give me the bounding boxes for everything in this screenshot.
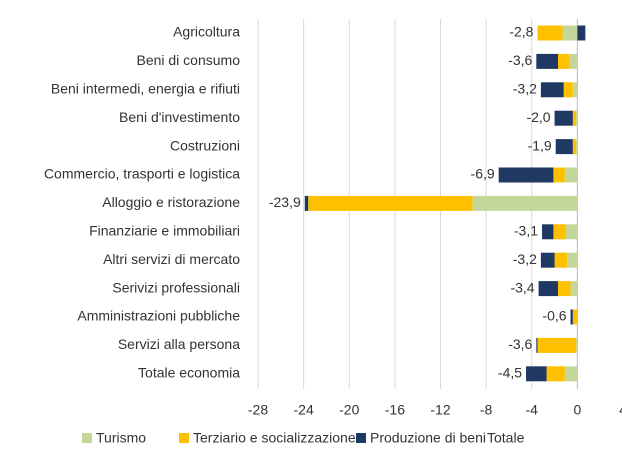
legend-swatch [82,433,92,443]
category-label: Beni di consumo [136,52,240,68]
total-label: -3,6 [508,336,532,352]
bar-segment [304,195,309,211]
bar-segment [563,82,573,98]
bar-segment [557,281,571,297]
x-tick-label: -4 [526,402,539,418]
bar-segment [553,167,565,183]
total-label: -2,0 [526,109,550,125]
category-label: Finanziarie e immobiliari [89,223,240,239]
category-label: Beni intermedi, energia e rifiuti [51,81,240,97]
bar-segment [536,53,558,69]
bar-segment [542,224,554,240]
category-label: Alloggio e ristorazione [102,194,240,210]
category-label: Serivizi professionali [112,279,240,295]
x-tick-label: -16 [385,402,405,418]
bar-segment [557,53,570,69]
bar-segment [572,139,577,155]
bar-segment [537,25,563,41]
bar-segment [555,139,573,155]
bar-segment [569,53,578,69]
category-label: Beni d'investimento [119,109,240,125]
bar-segment [554,252,568,268]
total-label: -2,8 [509,24,533,40]
bar-segment [554,110,573,126]
legend-swatch [356,433,366,443]
x-tick-label: -8 [480,402,493,418]
total-label: -3,2 [513,251,537,267]
total-label: -3,2 [513,81,537,97]
total-label: -4,5 [498,365,522,381]
bar-segment [540,82,564,98]
bar-segment [562,25,578,41]
bar-segment [572,110,577,126]
bar-segment [567,252,578,268]
category-label: Altri servizi di mercato [103,251,240,267]
bar-segment [526,366,547,382]
total-label: -0,6 [542,308,566,324]
bar-segment [540,252,555,268]
total-label: -1,9 [528,137,552,153]
x-tick-label: 0 [573,402,581,418]
bar-segment [498,167,554,183]
total-label: -6,9 [471,166,495,182]
x-tick-label: -24 [294,402,314,418]
legend-swatch [179,433,189,443]
total-label: -3,4 [510,279,534,295]
bar-segment [536,337,538,353]
bar-segment [576,337,578,353]
bar-segment [546,366,565,382]
bar-segment [576,110,578,126]
bar-segment [570,309,573,325]
x-tick-label: -28 [248,402,268,418]
total-label: -23,9 [269,194,301,210]
total-label: -3,1 [514,223,538,239]
bar-segment [537,337,577,353]
bar-segment [572,82,578,98]
category-label: Agricoltura [173,24,240,40]
category-label: Amministrazioni pubbliche [77,308,240,324]
bar-segment [564,167,578,183]
bar-segment [577,25,586,41]
x-tick-label: -12 [430,402,450,418]
category-label: Commercio, trasporti e logistica [44,166,240,182]
bar-segment [576,139,578,155]
category-label: Costruzioni [170,137,240,153]
legend-label: Terziario e socializzazione [193,430,356,446]
category-label: Totale economia [138,365,240,381]
bar-segment [308,195,473,211]
bar-segment [472,195,578,211]
total-label: -3,6 [508,52,532,68]
bar-segment [538,281,558,297]
x-tick-label: -20 [339,402,359,418]
bar-segment [553,224,566,240]
legend-label: Totale [487,430,525,446]
bar-segment [572,309,578,325]
bar-segment [570,281,578,297]
bar-segment [564,366,578,382]
x-tick-label: 4 [619,402,622,418]
legend-label: Produzione di beni [370,430,486,446]
bar-segment [565,224,578,240]
legend-label: Turismo [96,430,146,446]
category-label: Servizi alla persona [118,336,240,352]
